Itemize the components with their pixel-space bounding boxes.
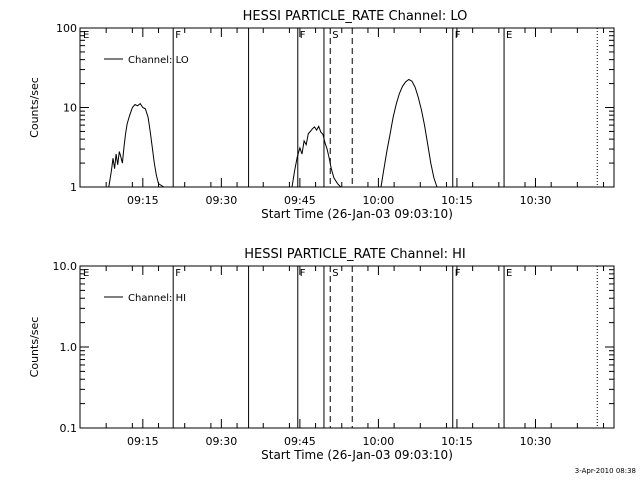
chart-title: HESSI PARTICLE_RATE Channel: HI [244, 247, 465, 262]
series-line [108, 78, 438, 188]
y-tick-label: 1 [70, 181, 77, 194]
y-tick-label: 10 [63, 102, 77, 115]
flag-label: E [83, 268, 89, 279]
x-tick-label: 10:00 [363, 435, 395, 448]
y-axis-label: Counts/sec [28, 77, 41, 138]
y-tick-label: 10.0 [53, 260, 78, 273]
x-tick-label: 09:45 [284, 435, 316, 448]
x-axis-label: Start Time (26-Jan-03 09:03:10) [261, 448, 453, 462]
chart-panel-2: HESSI PARTICLE_RATE Channel: HI Counts/se… [28, 247, 615, 462]
y-tick-label: 0.1 [60, 422, 78, 435]
flag-label: E [506, 268, 512, 279]
footer-timestamp: 3-Apr-2010 08:38 [575, 467, 636, 475]
x-axis-label: Start Time (26-Jan-03 09:03:10) [261, 207, 453, 221]
x-tick-label: 10:00 [363, 194, 395, 207]
x-tick-label: 09:15 [127, 435, 159, 448]
x-tick-label: 09:30 [206, 435, 238, 448]
y-tick-label: 1.0 [60, 341, 78, 354]
flag-label: E [83, 30, 89, 41]
flag-label: F [175, 30, 181, 41]
flag-label: E [506, 30, 512, 41]
flag-label: F [300, 30, 306, 41]
flag-label: S [332, 268, 338, 279]
y-tick-label: 100 [56, 22, 77, 35]
flag-label: F [455, 268, 461, 279]
legend-label: Channel: LO [128, 55, 189, 66]
plot-frame [79, 265, 615, 429]
x-tick-label: 10:15 [441, 194, 473, 207]
y-axis-label: Counts/sec [28, 317, 41, 378]
x-tick-label: 10:30 [520, 194, 552, 207]
x-tick-label: 09:30 [206, 194, 238, 207]
x-tick-label: 10:15 [441, 435, 473, 448]
flag-label: F [300, 268, 306, 279]
x-tick-label: 09:45 [284, 194, 316, 207]
x-tick-label: 09:15 [127, 194, 159, 207]
x-tick-label: 10:30 [520, 435, 552, 448]
chart-title: HESSI PARTICLE_RATE Channel: LO [243, 9, 468, 24]
chart-panel-1: HESSI PARTICLE_RATE Channel: LO Counts/se… [28, 9, 615, 221]
flag-label: F [175, 268, 181, 279]
flag-label: S [332, 30, 338, 41]
flag-label: F [455, 30, 461, 41]
legend-label: Channel: HI [128, 293, 186, 304]
plot-frame [79, 27, 615, 188]
